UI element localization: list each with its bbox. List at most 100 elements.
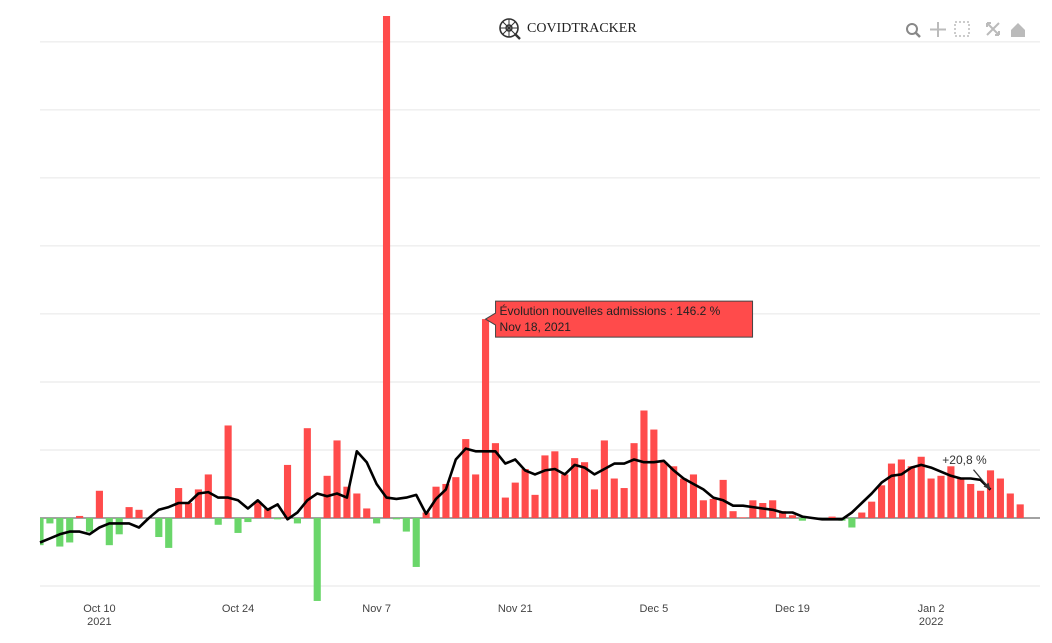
tooltip-date: Nov 18, 2021 [500, 320, 572, 334]
bar [303, 428, 311, 518]
bar [907, 466, 915, 518]
bar [481, 319, 490, 518]
bar [422, 512, 430, 518]
bar [76, 515, 84, 518]
lines [39, 447, 992, 544]
bar [373, 517, 381, 524]
bar [105, 517, 113, 546]
bar [957, 478, 965, 518]
bar [739, 517, 747, 518]
bar [452, 477, 460, 518]
bars [40, 16, 1024, 601]
bar [501, 497, 509, 518]
bar [878, 485, 886, 518]
bar [184, 503, 193, 518]
bar [759, 503, 767, 518]
x-tick-label: Dec 5 [639, 603, 668, 615]
bar [610, 478, 618, 518]
pan-button[interactable] [930, 22, 946, 37]
x-tick-label: Oct 10 [83, 603, 115, 615]
bar [234, 517, 242, 533]
chart-title: COVIDTRACKER [527, 21, 637, 36]
bar [254, 501, 262, 518]
bar [115, 517, 123, 535]
bar [729, 511, 737, 518]
bar [967, 483, 975, 518]
x-tick-label: Nov 21 [498, 603, 533, 615]
bar [620, 488, 628, 518]
bar [749, 500, 757, 518]
overlay: +20,8 % Évolution nouvelles admissions : … [484, 300, 991, 490]
x-tick-label: Nov 7 [362, 603, 391, 615]
bar [313, 517, 321, 601]
bar [858, 512, 866, 518]
bar [719, 479, 727, 518]
bar [392, 517, 400, 520]
bar [244, 517, 252, 523]
x-tick-label: Dec 19 [775, 603, 810, 615]
annotation-arrowhead [983, 482, 991, 490]
bar [274, 517, 282, 520]
bar [46, 517, 54, 524]
bar [640, 410, 648, 518]
bar [600, 440, 608, 518]
bar [709, 498, 717, 518]
autoscale-button[interactable] [986, 22, 1000, 36]
bar [1006, 493, 1014, 518]
bar [590, 489, 599, 518]
bar [897, 459, 905, 518]
home-button[interactable] [1011, 23, 1025, 37]
toolbar[interactable] [906, 21, 1025, 38]
bar [194, 489, 202, 518]
bar [293, 517, 301, 524]
bar [670, 466, 678, 518]
bar [828, 516, 836, 518]
bar [541, 455, 549, 518]
bar [56, 517, 64, 547]
bar [779, 511, 787, 518]
bar [214, 517, 222, 525]
select-button[interactable] [954, 21, 970, 37]
bar [996, 478, 1004, 518]
bar [561, 474, 569, 518]
bar [650, 429, 658, 518]
bar [283, 464, 292, 518]
bar [511, 482, 519, 518]
bar [343, 486, 351, 518]
bar [699, 500, 707, 518]
bar [798, 517, 806, 521]
bar [788, 515, 797, 518]
bar [412, 517, 420, 567]
bar [551, 451, 559, 518]
x-tick-label: Oct 24 [222, 603, 254, 615]
bar [155, 517, 163, 538]
x-tick-year: 2022 [919, 616, 943, 628]
bar [363, 508, 371, 518]
bar [442, 483, 450, 518]
bar [402, 517, 410, 532]
bar [630, 443, 638, 518]
annotation-text: +20,8 % [942, 453, 987, 467]
bar [977, 490, 985, 518]
bar [531, 494, 539, 518]
bar [165, 517, 173, 548]
bar [986, 470, 995, 518]
zoom-button[interactable] [906, 23, 921, 38]
bar [1016, 504, 1024, 518]
title-icon [499, 18, 521, 40]
bar [689, 474, 698, 518]
bar [868, 501, 876, 518]
x-tick-label: Jan 2 [918, 603, 945, 615]
bar [66, 517, 74, 543]
x-tick-year: 2021 [87, 616, 111, 628]
bar [382, 16, 391, 518]
bar [204, 474, 212, 518]
bar [432, 486, 440, 518]
tooltip-text: Évolution nouvelles admissions : 146.2 % [500, 303, 721, 318]
bar [491, 443, 500, 518]
bar [937, 475, 945, 518]
bar [580, 462, 589, 518]
bar [40, 517, 44, 546]
